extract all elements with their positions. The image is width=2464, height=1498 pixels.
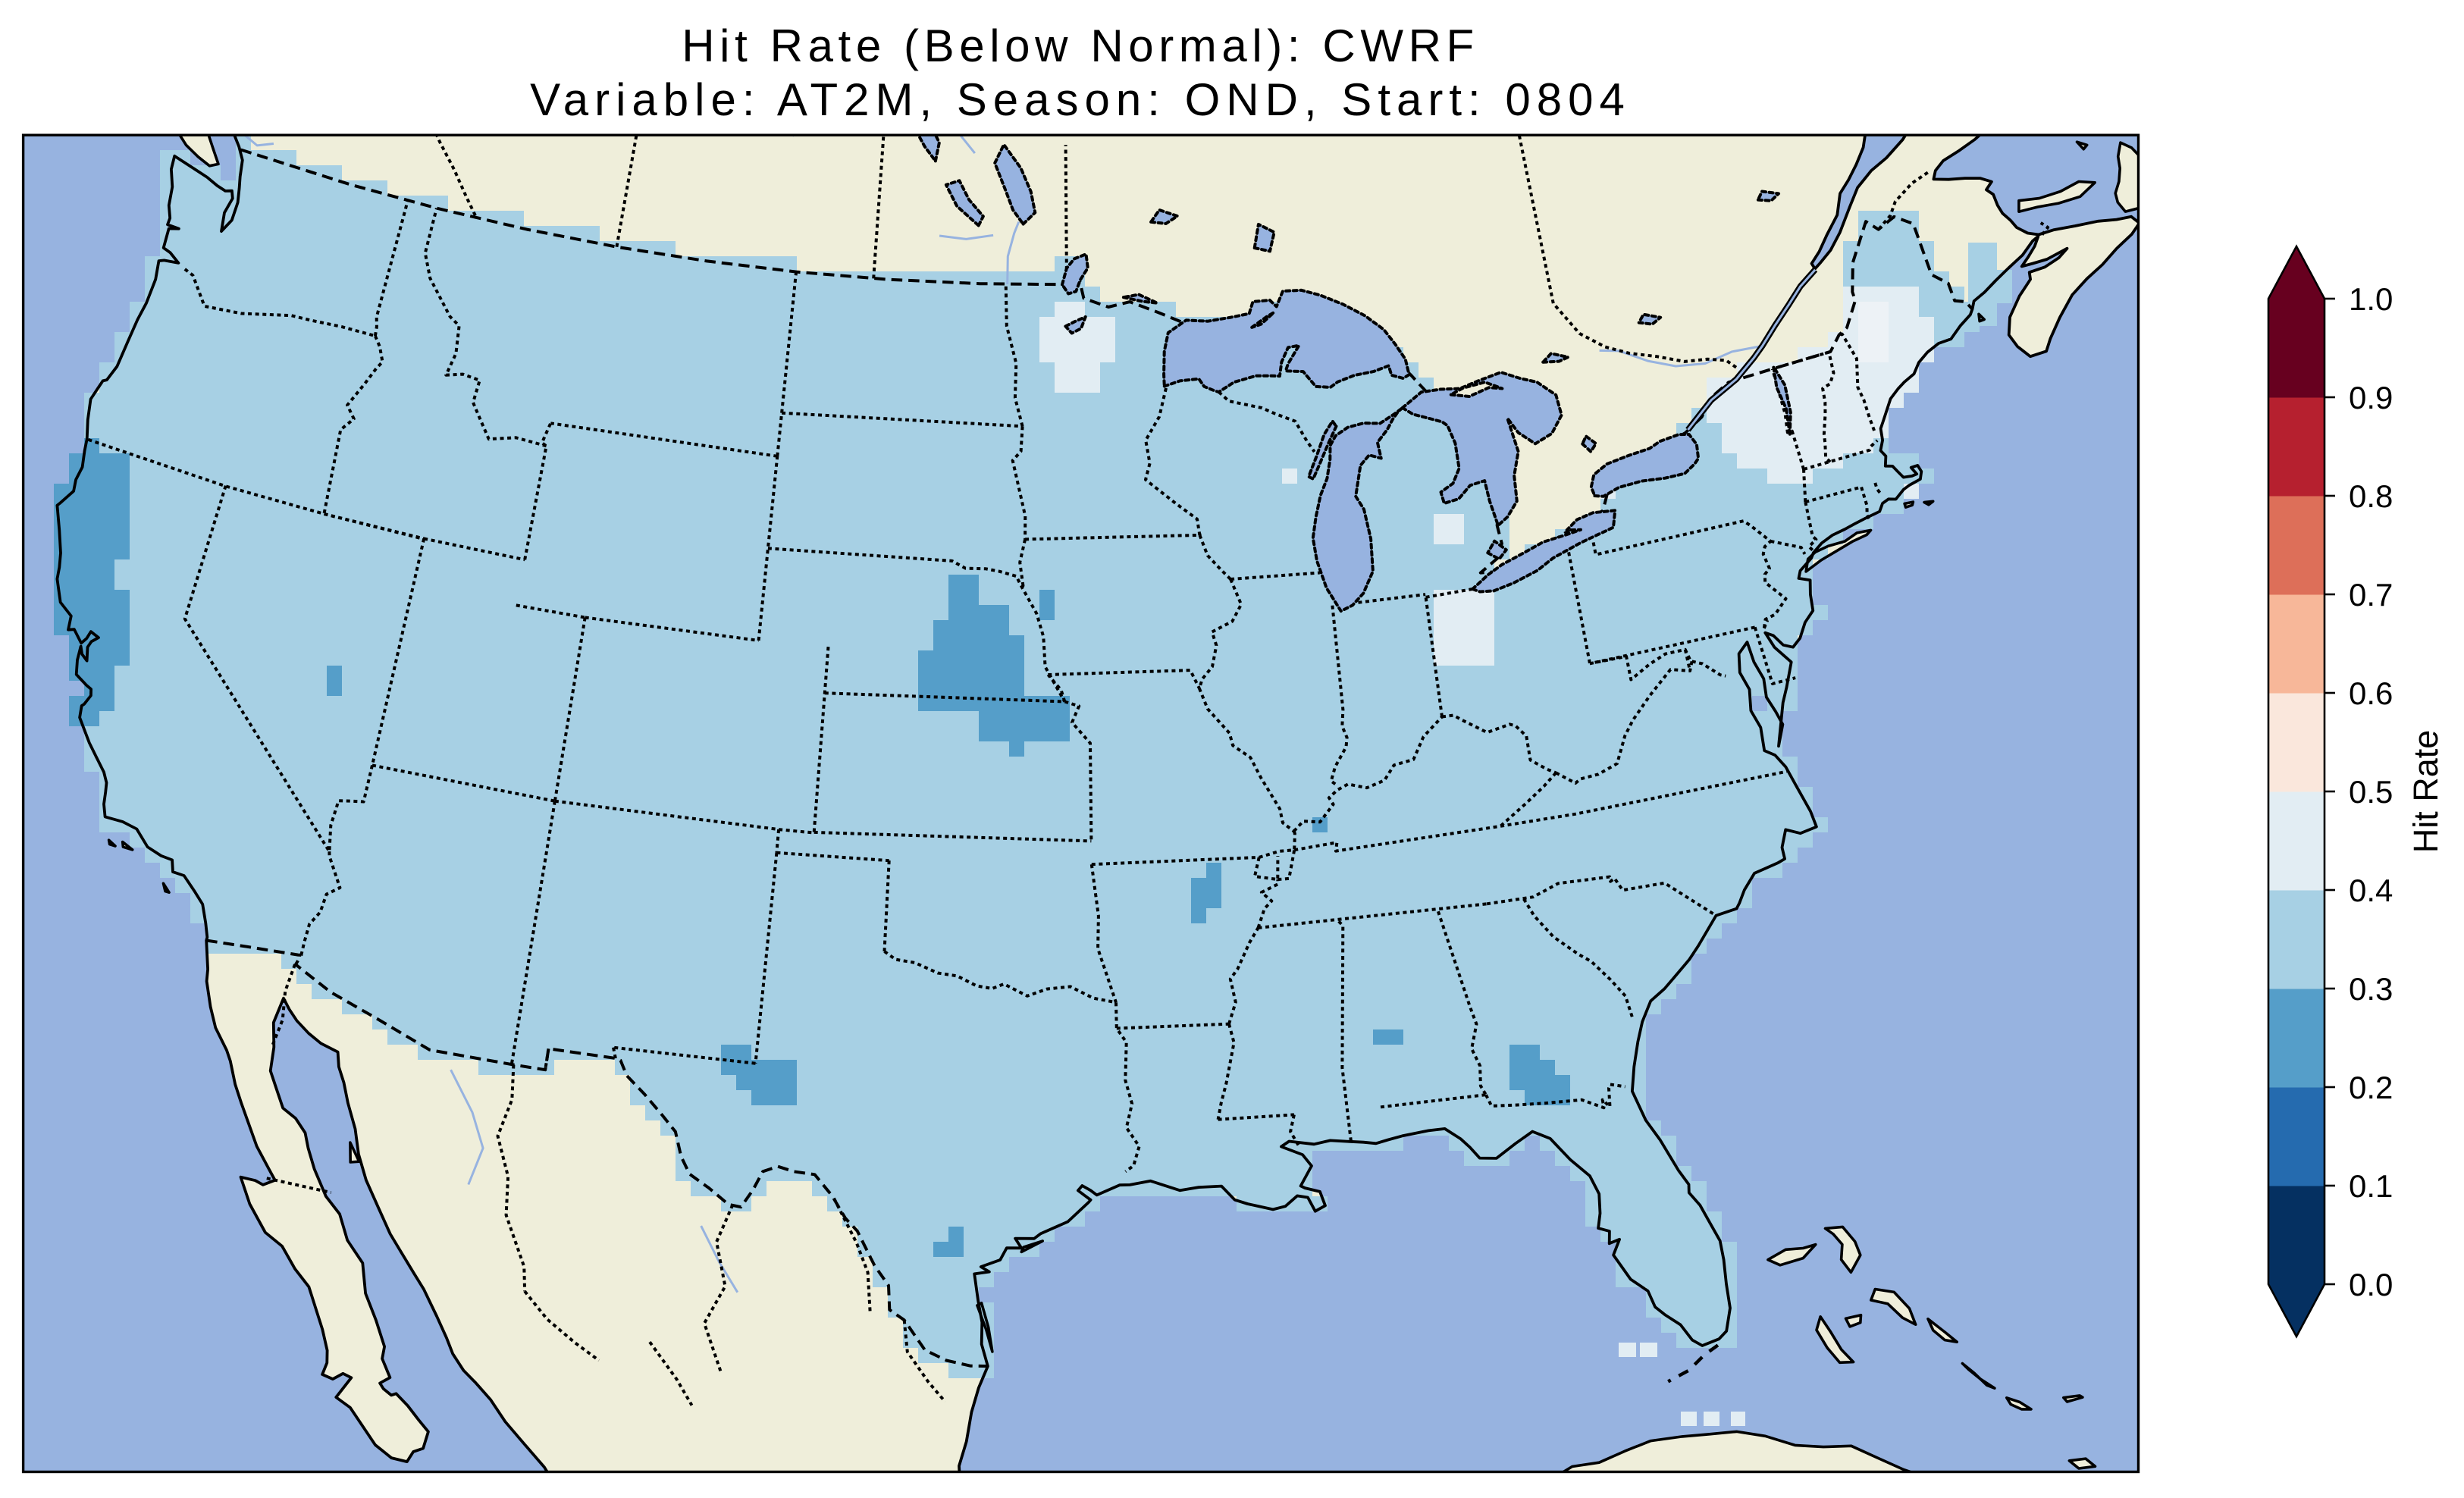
svg-text:1.0: 1.0	[2349, 281, 2393, 317]
svg-text:0.6: 0.6	[2349, 675, 2393, 711]
svg-text:0.4: 0.4	[2349, 873, 2393, 908]
svg-text:0.8: 0.8	[2349, 478, 2393, 514]
svg-text:0.0: 0.0	[2349, 1267, 2393, 1302]
svg-text:0.5: 0.5	[2349, 774, 2393, 810]
svg-text:0.7: 0.7	[2349, 577, 2393, 613]
svg-text:Hit Rate: Hit Rate	[2406, 730, 2445, 854]
svg-text:0.9: 0.9	[2349, 380, 2393, 415]
svg-text:0.3: 0.3	[2349, 971, 2393, 1007]
svg-text:Hit Rate (Below Normal): CWRF: Hit Rate (Below Normal): CWRF	[682, 20, 1479, 71]
svg-text:Variable: AT2M, Season: OND, S: Variable: AT2M, Season: OND, Start: 0804	[530, 74, 1631, 125]
svg-text:0.2: 0.2	[2349, 1070, 2393, 1105]
svg-text:0.1: 0.1	[2349, 1168, 2393, 1204]
